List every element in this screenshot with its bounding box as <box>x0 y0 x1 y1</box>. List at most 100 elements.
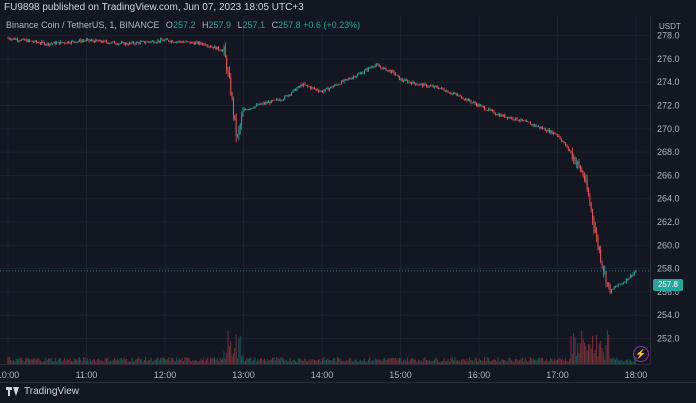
candle-body <box>462 98 464 100</box>
volume-bar <box>166 359 168 364</box>
candle-body <box>386 70 388 71</box>
candle-body <box>183 42 184 43</box>
tradingview-logo[interactable]: TradingView <box>6 386 79 397</box>
candle-body <box>193 42 195 45</box>
volume-bar <box>97 358 99 364</box>
candle-body <box>413 81 415 84</box>
candle-body <box>276 99 278 100</box>
candle-body <box>606 282 608 284</box>
close-value: 257.8 <box>278 20 301 30</box>
volume-bar <box>562 359 564 364</box>
volume-bar <box>513 361 515 364</box>
volume-bar <box>424 357 426 364</box>
candle-body <box>280 100 282 101</box>
volume-bar <box>210 357 211 364</box>
candle-body <box>590 203 592 210</box>
volume-bar <box>435 357 437 364</box>
candle-body <box>231 94 233 99</box>
candle-body <box>64 42 66 44</box>
volume-bar <box>189 360 191 364</box>
volume-bar <box>623 361 625 364</box>
volume-bar <box>264 358 265 364</box>
volume-bar <box>180 359 182 364</box>
candle-body <box>313 87 315 89</box>
volume-bar <box>339 359 341 364</box>
candle-body <box>581 170 583 172</box>
candle-body <box>18 40 20 42</box>
symbol-name[interactable]: Binance Coin / TetherUS, 1, BINANCE <box>6 20 160 30</box>
change-value: +0.6 (+0.23%) <box>303 20 361 30</box>
candle-body <box>471 102 473 104</box>
candle-body <box>210 46 211 48</box>
candle-body <box>130 42 132 44</box>
candle-body <box>204 43 206 46</box>
candle-body <box>489 108 491 111</box>
candle-body <box>477 104 479 106</box>
volume-bar <box>118 360 120 364</box>
volume-bar <box>22 359 24 364</box>
volume-bar <box>21 357 22 364</box>
volume-bar <box>601 348 603 364</box>
candle-body <box>115 43 117 45</box>
volume-bar <box>31 359 33 364</box>
candle-body <box>582 171 584 176</box>
volume-bar <box>53 361 55 364</box>
candle-body <box>241 116 243 125</box>
candle-body <box>340 80 342 85</box>
candle-body <box>434 85 436 88</box>
candle-body <box>68 41 70 44</box>
volume-bar <box>596 335 598 364</box>
candle-body <box>69 43 71 44</box>
candle-body <box>519 120 521 122</box>
candle-body <box>571 151 573 159</box>
volume-bar <box>561 359 562 364</box>
volume-bar <box>359 359 361 364</box>
candle-body <box>181 41 183 43</box>
candle-body <box>357 74 359 77</box>
candle-body <box>409 81 411 83</box>
volume-bar <box>272 357 274 364</box>
candle-body <box>420 83 422 85</box>
volume-bar <box>313 360 315 364</box>
volume-bar <box>7 357 9 364</box>
volume-bar <box>382 359 384 364</box>
candlestick-chart[interactable] <box>0 16 650 364</box>
volume-bar <box>625 359 627 364</box>
candle-body <box>73 40 75 42</box>
candle-body <box>401 79 403 81</box>
volume-bar <box>401 361 403 364</box>
lightning-icon[interactable]: ⚡ <box>633 346 649 362</box>
volume-bar <box>234 347 236 364</box>
candle-body <box>466 98 468 101</box>
candle-body <box>617 283 619 286</box>
volume-bar <box>598 343 600 364</box>
candle-body <box>284 95 286 100</box>
chart-plot-area[interactable] <box>0 16 651 364</box>
candle-body <box>273 99 275 101</box>
volume-bar <box>629 359 631 364</box>
volume-bar <box>25 358 27 364</box>
volume-bar <box>482 360 484 364</box>
candle-body <box>88 38 90 41</box>
volume-bar <box>389 357 391 364</box>
candle-body <box>323 90 325 93</box>
candle-body <box>575 163 577 165</box>
volume-bar <box>508 357 510 364</box>
candle-body <box>377 64 379 66</box>
candle-body <box>318 90 319 92</box>
price-axis[interactable]: 278.0 276.0 274.0 272.0 270.0 268.0 266.0 264.0… <box>651 16 696 364</box>
volume-bar <box>434 359 436 364</box>
time-axis[interactable]: 10:00 11:00 12:00 13:00 14:00 15:00 16:00 17:00… <box>0 364 650 383</box>
volume-bar <box>284 361 286 364</box>
volume-bar <box>160 358 162 364</box>
candle-body <box>62 42 64 44</box>
candle-body <box>376 64 378 66</box>
volume-bar <box>585 345 587 364</box>
candle-body <box>300 84 302 87</box>
volume-bar <box>11 361 13 364</box>
candle-body <box>367 67 369 71</box>
candle-body <box>432 85 434 88</box>
candle-body <box>172 40 174 43</box>
volume-bar <box>318 359 319 364</box>
volume-bar <box>124 359 126 364</box>
